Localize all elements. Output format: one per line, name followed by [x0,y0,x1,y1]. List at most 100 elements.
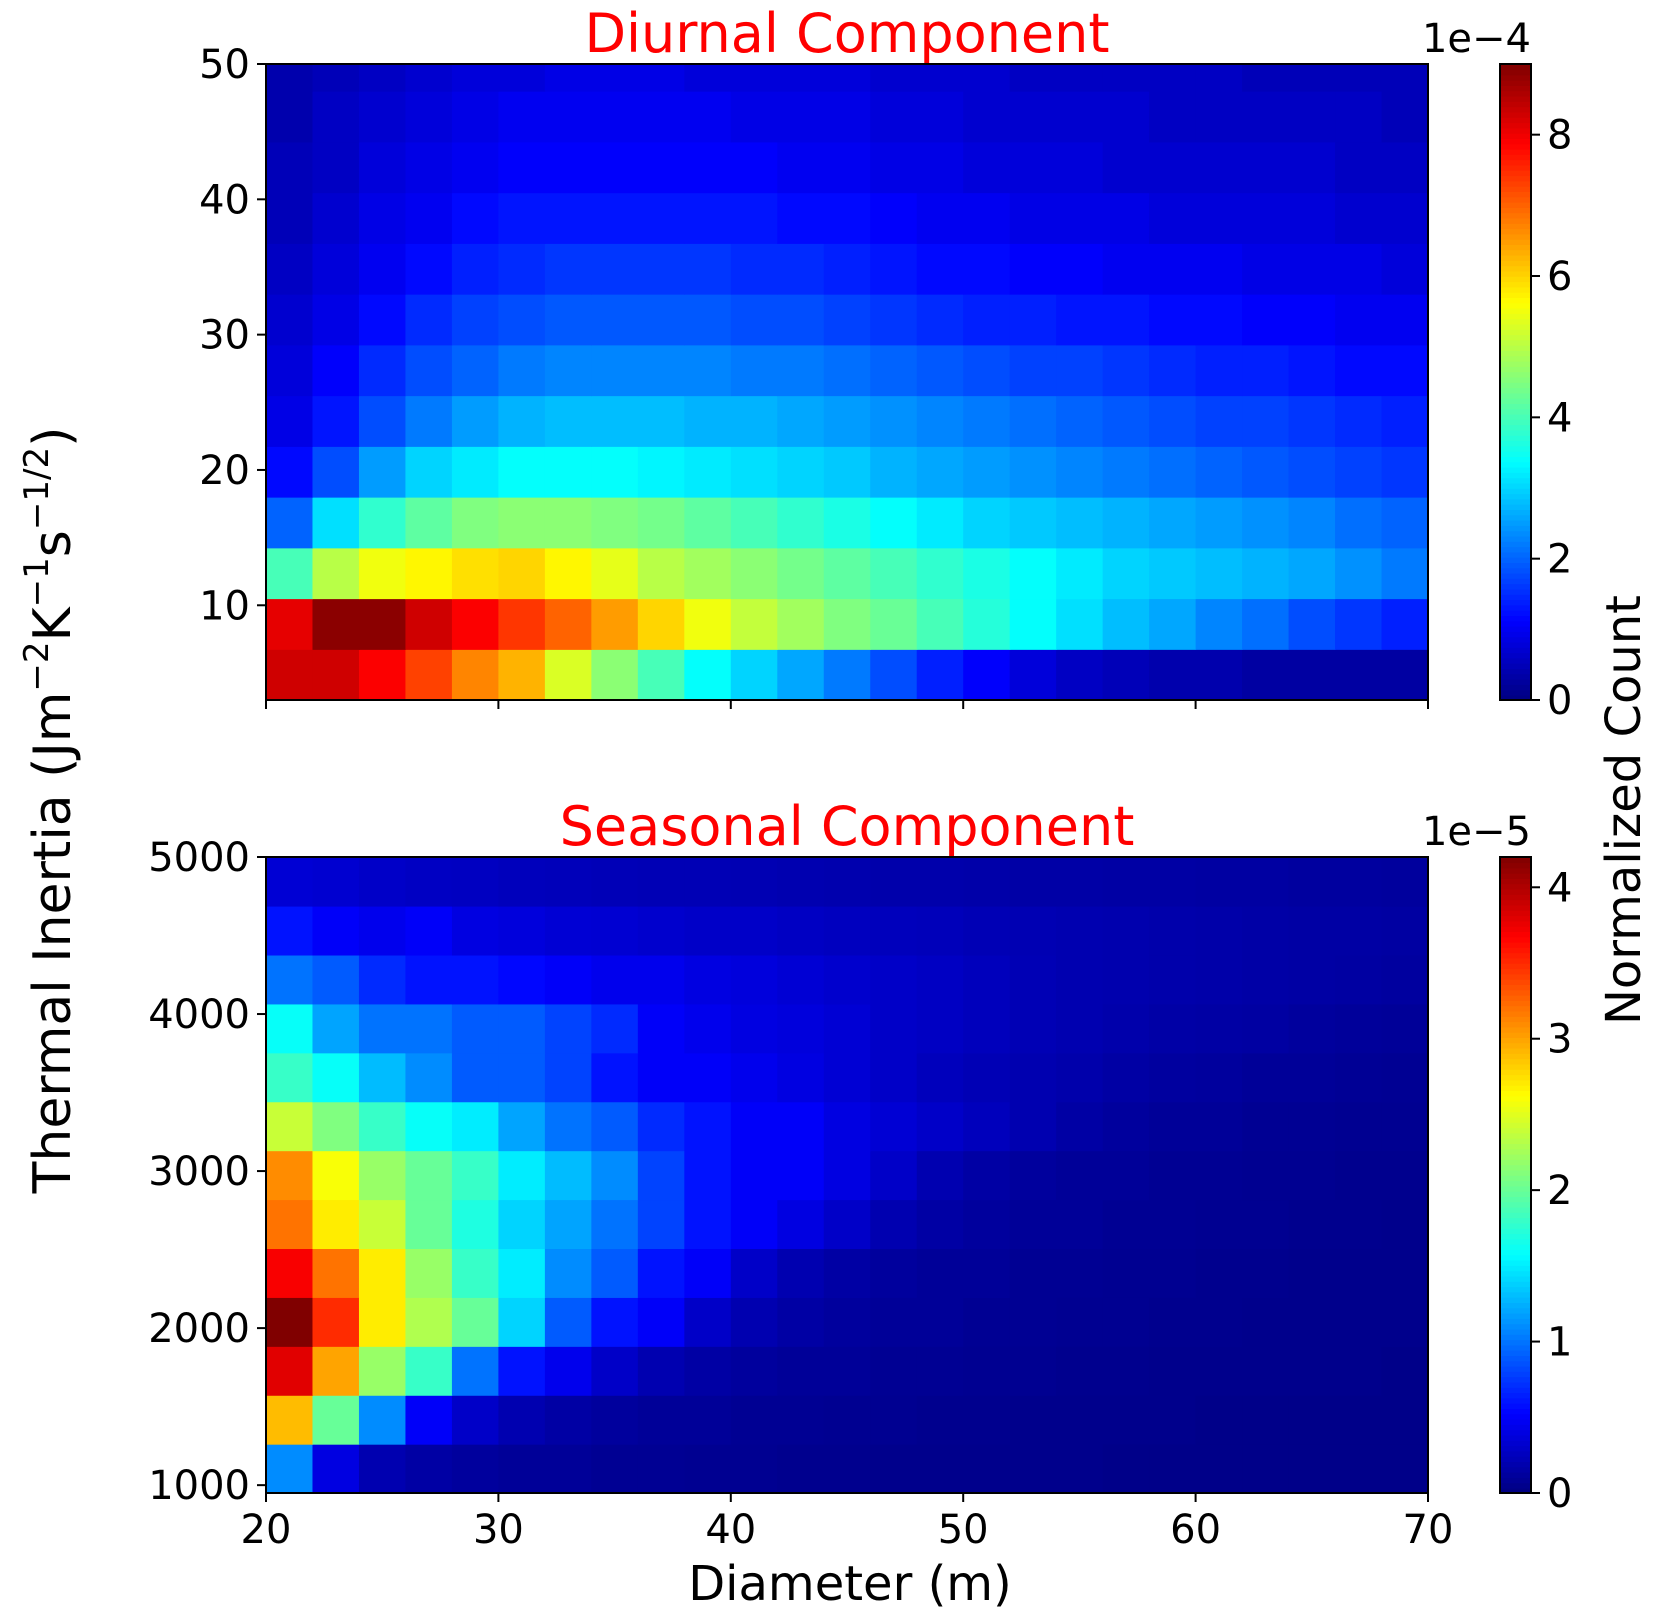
heatmap-cell [591,395,639,447]
heatmap-cell [1381,1297,1429,1347]
heatmap-cell [451,1101,499,1152]
heatmap-cell [1149,1248,1197,1298]
heatmap-cell [637,395,685,447]
colorbar-segment [1500,963,1531,970]
heatmap-cell [498,1101,546,1152]
heatmap-cell [1288,91,1336,143]
heatmap-cell [405,649,453,701]
heatmap-cell [777,243,825,295]
colorbar-segment [1500,910,1531,917]
heatmap-cell [637,1297,685,1347]
colorbar-segment [1500,1291,1531,1298]
heatmap-cell [1335,598,1383,650]
heatmap-cell [591,954,639,1005]
heatmap-cell [544,1101,592,1152]
heatmap-cell [1102,64,1150,92]
heatmap-cell [1102,1052,1150,1103]
heatmap-cell [266,344,314,397]
heatmap-cell [823,1297,871,1347]
colorbar-segment [1500,1201,1531,1208]
heatmap-cell [916,192,964,244]
heatmap-cell [498,141,546,194]
heatmap-cell [823,1444,871,1494]
colorbar-segment [1500,1307,1531,1314]
colorbar-segment [1500,1010,1531,1017]
heatmap-cell [591,1199,639,1250]
heatmap-cell [777,192,825,244]
heatmap-cell [1381,547,1429,600]
heatmap-cell [405,497,453,549]
colorbar-segment [1500,857,1531,864]
heatmap-cell [1149,1444,1197,1494]
heatmap-cell [870,1297,918,1347]
heatmap-cell [777,64,825,92]
heatmap-cell [1381,954,1429,1005]
heatmap-cell [266,1052,314,1103]
heatmap-cell [637,1395,685,1445]
heatmap-cell [591,1150,639,1201]
heatmap-cell [1195,243,1243,295]
y-axis-label-exp-3: −1/2 [17,447,57,530]
heatmap-cell [1381,1150,1429,1201]
heatmap-cell [358,1346,407,1396]
heatmap-cell [498,243,546,295]
heatmap-cell [1195,1199,1243,1250]
heatmap-cell [1242,649,1290,701]
heatmap-cell [1335,857,1383,907]
heatmap-cell [544,344,592,397]
colorbar-segment [1500,207,1531,214]
heatmap-cell [1056,64,1104,92]
heatmap-cell [1288,344,1336,397]
heatmap-cell [312,1248,360,1298]
colorbar-segment [1500,1031,1531,1038]
colorbar-segment [1500,588,1531,595]
heatmap-cell [684,91,732,143]
heatmap-cell [1335,243,1383,295]
heatmap-cell [591,547,639,600]
heatmap-cell [358,141,407,194]
heatmap-cell [451,1297,499,1347]
heatmap-cell [1288,294,1336,346]
heatmap-cell [1195,1346,1243,1396]
heatmap-cell [1381,857,1429,907]
colorbar-segment [1500,1164,1531,1171]
colorbar-segment [1500,1334,1531,1341]
heatmap-cell [637,91,685,143]
colorbar-segment [1500,1296,1531,1303]
heatmap-cell [963,1199,1011,1250]
heatmap-cell [916,1003,964,1054]
heatmap-cell [1009,857,1057,907]
y-axis-label-text: Thermal Inertia (Jm [23,692,83,1195]
heatmap-cell [730,141,778,194]
colorbar-segment [1500,567,1531,574]
heatmap-cell [266,1444,314,1494]
heatmap-cell [1056,344,1104,397]
heatmap-cell [1195,344,1243,397]
heatmap-cell [266,1101,314,1152]
colorbar-segment [1500,223,1531,230]
heatmap-cell [498,446,546,498]
colorbar-segment [1500,1228,1531,1235]
heatmap-cell [405,905,453,956]
heatmap-cell [1335,649,1383,701]
colorbar-segment [1500,286,1531,293]
colorbar-segment [1500,678,1531,685]
colorbar-segment [1500,604,1531,611]
heatmap-cell [1149,649,1197,701]
heatmap-cell [1381,243,1429,295]
colorbar-segment [1500,594,1531,601]
heatmap-cell [1195,905,1243,956]
heatmap-cell [1102,192,1150,244]
heatmap-cell [1288,857,1336,907]
heatmap-cell [1335,1003,1383,1054]
heatmap-cell [1195,395,1243,447]
colorbar-segment [1500,1413,1531,1420]
heatmap-cell [870,1101,918,1152]
heatmap-cell [312,446,360,498]
heatmap-cell [591,857,639,907]
heatmap-cell [451,547,499,600]
heatmap-cell [266,294,314,346]
colorbar-segment [1500,551,1531,558]
heatmap-cell [1149,192,1197,244]
heatmap-cell [684,1199,732,1250]
